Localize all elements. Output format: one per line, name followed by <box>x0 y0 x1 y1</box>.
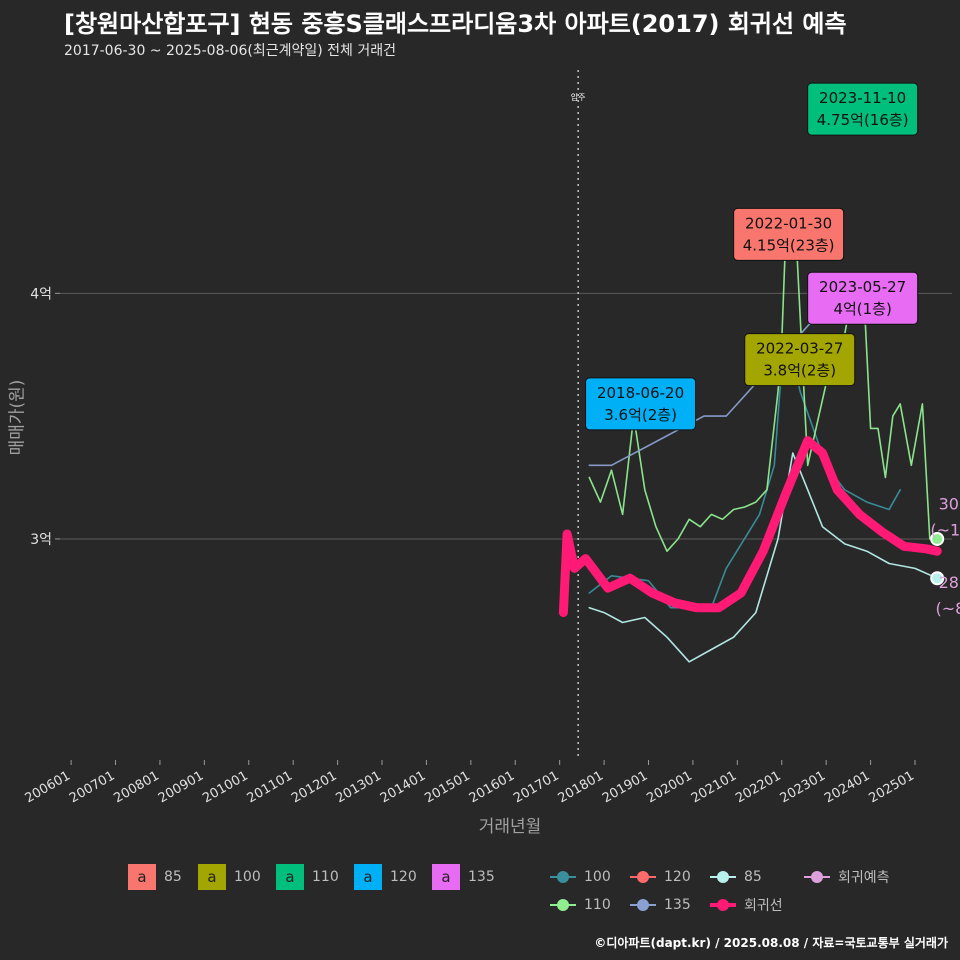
x-tick-label: 202301 <box>778 768 828 806</box>
x-tick-label: 201401 <box>378 768 428 806</box>
legend-label: 135 <box>664 897 691 913</box>
prediction-point <box>930 571 945 586</box>
legend-label: 135 <box>468 869 495 885</box>
x-tick-label: 201201 <box>289 768 339 806</box>
legend-swatch-135: a <box>432 864 460 890</box>
annotation-bg <box>585 377 697 431</box>
x-tick-label: 201601 <box>467 768 517 806</box>
legend-line-swatch <box>710 867 736 887</box>
prediction-value-label: 28,406 <box>939 573 960 592</box>
x-tick-label: 200801 <box>111 768 161 806</box>
legend-key-100: a 100 <box>198 864 261 890</box>
legend-label: 110 <box>584 897 611 913</box>
x-tick-label: 201101 <box>245 768 295 806</box>
x-tick-label: 202001 <box>644 768 694 806</box>
legend-line-85: 85 <box>710 867 762 887</box>
legend-line-110: 110 <box>550 895 611 915</box>
footer-credit: ©디아파트(dapt.kr) / 2025.08.08 / 자료=국토교통부 실… <box>594 936 948 950</box>
annotation-bg <box>807 271 919 325</box>
x-tick-label: 202101 <box>689 768 739 806</box>
x-tick-label: 201501 <box>422 768 472 806</box>
annotation-date: 2023-11-10 <box>819 89 906 107</box>
legend-label: 100 <box>584 869 611 885</box>
chart-canvas: 3억 4억 200601200701200801200901201001201101… <box>23 70 960 806</box>
annotation-box: 2022-01-30 4.15억(23층) <box>733 207 845 261</box>
annotation-bg <box>807 82 919 136</box>
y-tick-label: 4억 <box>30 286 52 302</box>
legend-line-swatch <box>630 867 656 887</box>
x-axis-label: 거래년월 <box>478 817 542 837</box>
legend-swatch-110: a <box>276 864 304 890</box>
legend-key-135: a 135 <box>432 864 495 890</box>
move-in-label: 입주 <box>571 93 586 102</box>
chart-subtitle: 2017-06-30 ~ 2025-08-06(최근계약일) 전체 거래건 <box>64 43 396 59</box>
annotation-box: 2023-05-27 4억(1층) <box>807 271 919 325</box>
series-line-85 <box>588 452 939 663</box>
annotation-box: 2018-06-20 3.6억(2층) <box>585 377 697 431</box>
legend-line-135: 135 <box>630 895 691 915</box>
x-tick-label: 200901 <box>156 768 206 806</box>
annotation-date: 2022-03-27 <box>756 340 843 358</box>
legend-label: 회귀예측 <box>838 870 890 886</box>
x-tick-label: 201801 <box>556 768 606 806</box>
x-tick-label: 202201 <box>733 768 783 806</box>
annotation-date: 2023-05-27 <box>819 278 906 296</box>
legend-line-swatch <box>710 895 736 915</box>
prediction-area-label: (~85㎡) <box>935 599 960 618</box>
prediction-value-label: 30,000 <box>939 494 960 513</box>
x-tick-label: 200601 <box>23 768 73 806</box>
legend-label: 100 <box>234 869 261 885</box>
legend-line-100: 100 <box>550 867 611 887</box>
legend-label: 120 <box>390 869 417 885</box>
regression-line <box>558 436 942 618</box>
legend-key-120: a 120 <box>354 864 417 890</box>
annotation-box: 2023-11-10 4.75억(16층) <box>807 82 919 136</box>
legend-line-prediction: 회귀예측 <box>804 867 890 887</box>
annotation-bg <box>733 207 845 261</box>
prediction-point <box>930 531 945 546</box>
annotation-price: 3.6억(2층) <box>604 406 677 424</box>
x-tick-label: 202501 <box>866 768 916 806</box>
legend-line-regression: 회귀선 <box>710 895 783 915</box>
chart-title: [창원마산합포구] 현동 중흥S클래스프라디움3차 아파트(2017) 회귀선 … <box>64 10 847 38</box>
x-tick-label: 201901 <box>600 768 650 806</box>
legend-line-swatch <box>630 895 656 915</box>
y-tick-label: 3억 <box>30 532 52 548</box>
x-tick-label: 201701 <box>511 768 561 806</box>
annotation-price: 4억(1층) <box>833 300 891 318</box>
legend-label: 110 <box>312 869 339 885</box>
legend: a 85 a 100 a 110 a 120 a 135 100 120 85 … <box>0 864 960 924</box>
legend-label: 85 <box>164 869 182 885</box>
legend-label: 회귀선 <box>744 898 783 914</box>
legend-swatch-120: a <box>354 864 382 890</box>
legend-label: 85 <box>744 869 762 885</box>
x-tick-label: 200701 <box>67 768 117 806</box>
x-tick-label: 202401 <box>822 768 872 806</box>
legend-line-swatch <box>550 867 576 887</box>
annotation-date: 2018-06-20 <box>597 384 684 402</box>
y-axis-label: 매매가(원) <box>7 379 28 456</box>
annotation-date: 2022-01-30 <box>745 214 832 232</box>
annotation-price: 4.75억(16층) <box>817 111 909 129</box>
legend-key-110: a 110 <box>276 864 339 890</box>
legend-swatch-85: a <box>128 864 156 890</box>
x-tick-label: 201001 <box>200 768 250 806</box>
legend-swatch-100: a <box>198 864 226 890</box>
annotation-price: 3.8억(2층) <box>763 362 836 380</box>
legend-line-120: 120 <box>630 867 691 887</box>
legend-key-85: a 85 <box>128 864 182 890</box>
legend-line-swatch <box>804 867 830 887</box>
annotation-box: 2022-03-27 3.8억(2층) <box>744 333 856 387</box>
legend-line-swatch <box>550 895 576 915</box>
annotation-price: 4.15억(23층) <box>743 236 835 254</box>
prediction-area-label: (~110㎡) <box>930 520 960 539</box>
x-tick-label: 201301 <box>334 768 384 806</box>
annotation-bg <box>744 333 856 387</box>
legend-label: 120 <box>664 869 691 885</box>
